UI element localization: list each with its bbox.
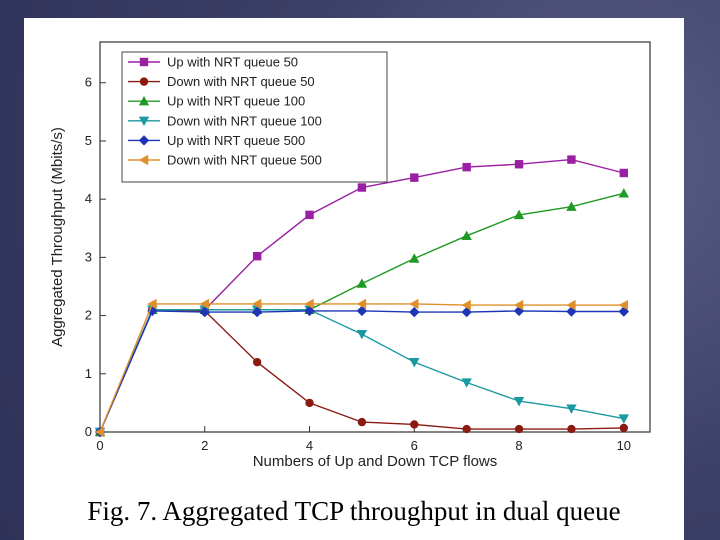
- series-line: [99, 158, 624, 433]
- data-point: [410, 420, 419, 429]
- data-point: [251, 306, 263, 318]
- data-point: [409, 306, 420, 318]
- legend-box: [121, 51, 388, 183]
- legend-marker: [139, 57, 149, 67]
- chart: 0 2 4 6 8 10 0 1 2 3 4 5 6 Numbers of Up and Down TC…: [49, 41, 651, 470]
- x-tick-label: 6: [411, 438, 418, 453]
- data-point: [513, 396, 525, 407]
- data-point: [514, 424, 524, 434]
- data-point: [94, 426, 105, 438]
- y-tick-label: 1: [85, 366, 92, 381]
- y-axis-title: Aggregated Throughput (Mbits/s): [49, 127, 66, 347]
- legend-label: Up with NRT queue 100: [167, 94, 305, 109]
- x-axis-title: Numbers of Up and Down TCP flows: [253, 453, 498, 470]
- y-tick-label: 2: [85, 308, 92, 323]
- plot-frame: [99, 41, 651, 433]
- legend-marker: [139, 77, 149, 86]
- y-tick-label: 3: [85, 249, 92, 264]
- legend-label: Down with NRT queue 50: [167, 74, 315, 89]
- data-point: [304, 298, 314, 310]
- data-point: [356, 330, 368, 340]
- data-point: [147, 298, 157, 310]
- data-point: [461, 299, 471, 311]
- data-point: [357, 417, 367, 427]
- figure-caption: Fig. 7. Aggregated TCP throughput in dua…: [87, 496, 621, 526]
- y-tick-label: 4: [85, 191, 92, 206]
- data-point: [199, 298, 209, 310]
- slide-panel: 0 2 4 6 8 10 0 1 2 3 4 5 6 Numbers of Up and Down TC…: [24, 18, 684, 540]
- x-tick-label: 2: [201, 438, 208, 453]
- data-point: [409, 253, 420, 263]
- data-point: [409, 357, 420, 368]
- data-point: [618, 299, 629, 311]
- series-line: [99, 303, 624, 433]
- legend-marker: [138, 96, 150, 106]
- legend-marker: [138, 154, 149, 166]
- data-point: [462, 424, 471, 434]
- series-layer: [94, 155, 630, 438]
- data-point: [461, 306, 472, 318]
- legend-label: Down with NRT queue 500: [167, 153, 322, 168]
- legend-marker: [138, 116, 150, 126]
- legend: Up with NRT queue 50 Down with NRT queue …: [121, 51, 388, 183]
- data-point: [252, 252, 262, 261]
- data-point: [566, 201, 577, 211]
- x-tick-label: 8: [515, 438, 522, 453]
- data-point: [513, 299, 524, 311]
- legend-entry: Up with NRT queue 100: [128, 94, 305, 109]
- series-5: [94, 305, 630, 438]
- data-point: [618, 306, 630, 317]
- data-point: [252, 357, 262, 367]
- data-point: [513, 305, 525, 317]
- series-1: [95, 155, 629, 437]
- data-point: [410, 173, 419, 182]
- x-tick-label: 10: [617, 438, 631, 453]
- x-tick-label: 4: [306, 438, 313, 453]
- data-point: [356, 305, 368, 317]
- series-6: [94, 298, 629, 438]
- data-point: [251, 298, 262, 310]
- legend-entry: Down with NRT queue 500: [128, 153, 322, 168]
- data-point: [461, 230, 472, 241]
- data-point: [357, 183, 367, 192]
- y-tick-label: 0: [85, 424, 92, 439]
- legend-label: Up with NRT queue 500: [167, 133, 305, 148]
- data-point: [305, 398, 314, 408]
- legend-label: Up with NRT queue 50: [167, 55, 298, 70]
- data-point: [567, 424, 576, 434]
- data-point: [513, 209, 525, 220]
- legend-entry: Down with NRT queue 100: [128, 113, 322, 128]
- y-tick-label: 5: [85, 133, 92, 148]
- legend-entry: Down with NRT queue 50: [128, 74, 315, 89]
- data-point: [409, 298, 419, 310]
- series-2: [95, 305, 629, 437]
- data-point: [462, 162, 471, 172]
- data-point: [514, 160, 524, 169]
- series-line: [99, 310, 624, 433]
- data-point: [618, 188, 630, 198]
- x-tick-label: 0: [96, 438, 103, 453]
- data-point: [304, 305, 315, 317]
- data-point: [199, 306, 210, 318]
- data-point: [356, 278, 368, 288]
- series-line: [99, 309, 624, 433]
- data-point: [567, 155, 576, 164]
- legend-entry: Up with NRT queue 50: [128, 55, 298, 70]
- data-point: [619, 168, 629, 178]
- series-4: [94, 305, 630, 438]
- data-point: [566, 404, 577, 414]
- series-line: [99, 309, 624, 433]
- data-point: [461, 378, 472, 388]
- data-point: [618, 414, 630, 424]
- data-point: [356, 298, 367, 310]
- legend-label: Down with NRT queue 100: [167, 113, 322, 128]
- y-tick-label: 6: [85, 75, 92, 90]
- data-point: [566, 299, 576, 311]
- data-point: [305, 210, 314, 220]
- data-point: [619, 423, 629, 433]
